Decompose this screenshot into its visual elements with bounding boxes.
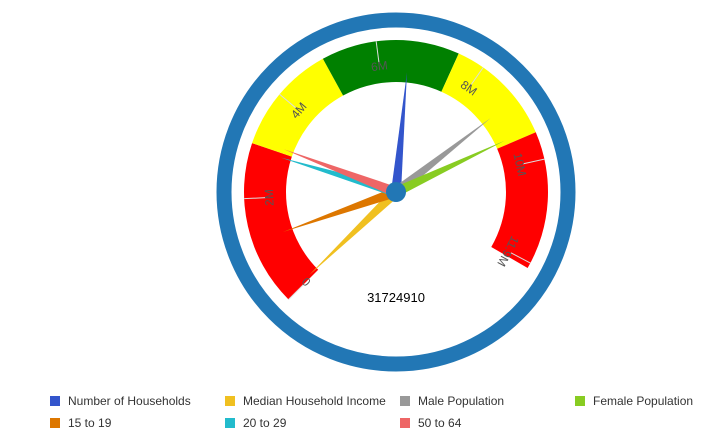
legend-swatch — [400, 396, 410, 406]
gauge-needles — [281, 72, 505, 275]
gauge-tick-5 — [522, 158, 545, 165]
gauge-tick-label-5: 10M — [510, 152, 529, 178]
legend-label: Male Population — [418, 394, 505, 408]
gauge-tick-label-1: 2M — [262, 189, 277, 206]
legend-item[interactable]: 15 to 19 — [50, 416, 111, 430]
gauge-band-3 — [441, 53, 536, 149]
gauge-needle-0 — [391, 72, 407, 193]
gauge-center-value: 31724910 — [367, 290, 425, 305]
gauge-needle-3 — [393, 140, 505, 197]
gauge-band-2 — [322, 39, 459, 96]
legend-swatch — [50, 418, 60, 428]
legend-swatch — [225, 396, 235, 406]
legend-label: Female Population — [593, 394, 694, 408]
legend-item[interactable]: 20 to 29 — [225, 416, 286, 430]
gauge-needle-4 — [282, 187, 398, 233]
gauge-band-0 — [244, 143, 319, 300]
legend-swatch — [575, 396, 585, 406]
legend-swatch — [50, 396, 60, 406]
chart-legend: Number of Households Median Household Inc… — [0, 384, 721, 434]
legend-item[interactable]: Number of Households — [50, 394, 191, 408]
gauge-hub — [386, 182, 406, 202]
legend-label: 20 to 29 — [243, 416, 287, 430]
gauge-tick-3 — [375, 41, 380, 64]
gauge-needle-5 — [281, 157, 398, 197]
gauge-tick-1 — [244, 197, 267, 200]
gauge-needle-2 — [392, 118, 491, 196]
gauge-bands — [244, 39, 548, 300]
legend-label: 15 to 19 — [68, 416, 112, 430]
legend-item[interactable]: 50 to 64 — [400, 416, 461, 430]
legend-item[interactable]: Female Population — [575, 394, 693, 408]
gauge-tick-label-3: 6M — [370, 58, 388, 74]
legend-item[interactable]: Male Population — [400, 394, 504, 408]
gauge-tick-6 — [510, 252, 531, 264]
gauge-band-4 — [491, 132, 548, 268]
legend-label: 50 to 64 — [418, 416, 462, 430]
gauge-outer-ring — [216, 12, 576, 372]
gauge-band-1 — [252, 58, 344, 157]
legend-item[interactable]: Median Household Income — [225, 394, 386, 408]
legend-swatch — [400, 418, 410, 428]
gauge-tick-0 — [288, 283, 305, 300]
gauge-needle-6 — [283, 149, 398, 197]
legend-label: Median Household Income — [243, 394, 386, 408]
gauge-tick-2 — [279, 93, 297, 109]
gauge-tick-4 — [470, 67, 484, 86]
gauge-needle-1 — [309, 188, 400, 275]
legend-label: Number of Households — [68, 394, 191, 408]
legend-swatch — [225, 418, 235, 428]
